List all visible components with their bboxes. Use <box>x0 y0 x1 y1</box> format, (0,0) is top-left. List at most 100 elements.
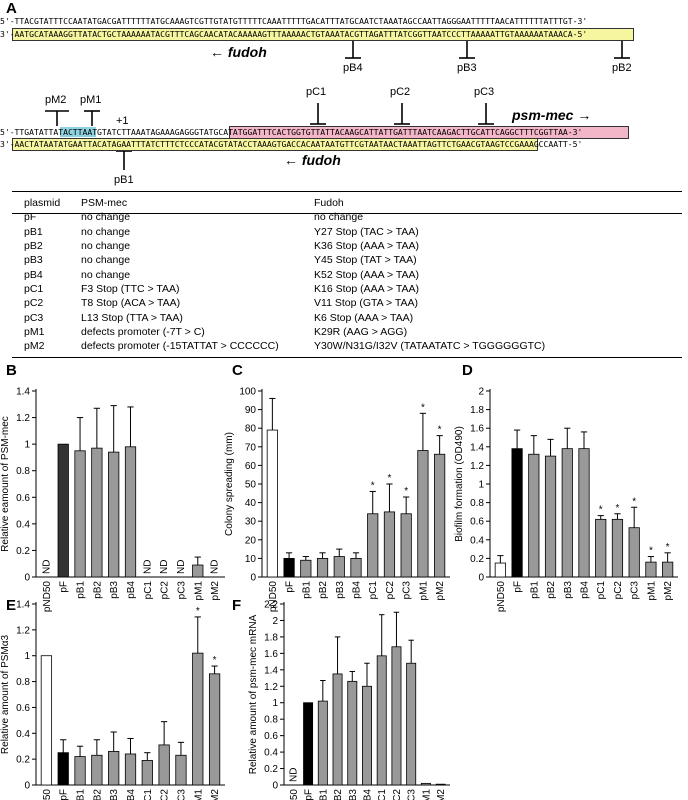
x-tick-label: pND50 <box>42 789 53 800</box>
significance-mark: * <box>196 606 200 617</box>
x-tick-label: pB4 <box>126 581 137 599</box>
marker-label-pb1: pB1 <box>114 174 134 186</box>
y-tick-label: 2 <box>272 616 278 627</box>
table-row: pC2 T8 Stop (ACA > TAA) V11 Stop (GTA > TA… <box>24 296 545 310</box>
significance-mark: * <box>213 655 217 666</box>
x-tick-label: pB1 <box>529 581 540 599</box>
y-axis-label: Colony spreading (mm) <box>224 432 235 536</box>
x-tick-label: pM1 <box>193 789 204 800</box>
table-cell: pM1 <box>24 325 45 338</box>
table-cell: no change <box>81 254 131 267</box>
psm-mec-label: psm-mec → <box>512 107 592 123</box>
panel-letter-b: B <box>6 362 17 379</box>
bar-pM1 <box>645 561 657 578</box>
x-tick-label: pM1 <box>646 581 657 601</box>
table-cell: pF <box>24 211 37 224</box>
table-row: pB4 no change K52 Stop (AAA > TAA) <box>24 267 545 281</box>
significance-mark: * <box>599 505 603 516</box>
y-tick-label: 2 <box>478 387 484 398</box>
header-fudoh: Fudoh <box>314 197 344 210</box>
y-tick-label: 0.8 <box>16 677 30 688</box>
y-tick-label: 1 <box>272 698 278 709</box>
nd-label: ND <box>288 768 299 782</box>
bar-pC2 <box>611 518 624 578</box>
x-tick-label: pB4 <box>580 581 591 599</box>
bar-pC3 <box>400 513 412 578</box>
y-tick-label: 0 <box>24 573 30 584</box>
bar-pB4 <box>124 753 137 786</box>
table-cell: pC2 <box>24 297 44 310</box>
table-cell: no change <box>81 211 131 224</box>
x-tick-label: pB1 <box>301 581 312 599</box>
x-tick-label: pB4 <box>352 581 363 599</box>
y-tick-label: 80 <box>245 424 257 435</box>
bar-pF <box>57 752 69 786</box>
marker-label-pc3: pC3 <box>474 86 495 98</box>
marker-label-pb4: pB4 <box>343 62 363 74</box>
y-tick-label: 1.8 <box>470 405 484 416</box>
table-cell: L13 Stop (TTA > TAA) <box>81 311 183 324</box>
x-tick-label: pC3 <box>176 789 187 800</box>
bar-pND50 <box>40 655 53 786</box>
bar-pC2 <box>383 511 396 578</box>
x-tick-label: pND50 <box>496 581 507 613</box>
y-axis-label: Relative eamount of PSM-mec <box>0 416 11 552</box>
x-tick-label: pM2 <box>210 581 221 601</box>
panel-a-markers <box>45 41 630 170</box>
table-cell: K36 Stop (AAA > TAA) <box>314 240 419 253</box>
x-tick-label: pC3 <box>630 581 641 600</box>
table-cell: no change <box>81 268 131 281</box>
bar-pM1 <box>192 564 204 578</box>
table-cell: defects promoter (-15TATTAT > CCCCCC) <box>81 340 279 353</box>
x-tick-label: pB3 <box>109 789 120 800</box>
fudoh-highlight-2 <box>12 138 538 151</box>
y-tick-label: 0.2 <box>264 764 278 775</box>
x-tick-label: pC3 <box>176 581 187 600</box>
panel-letter-e: E <box>6 597 16 614</box>
x-tick-label: pF <box>285 581 296 593</box>
y-tick-label: 90 <box>245 405 257 416</box>
table-header-rule <box>12 213 682 214</box>
y-tick-label: 30 <box>245 517 257 528</box>
table-cell: pB3 <box>24 254 43 267</box>
bar-pB2 <box>91 447 103 578</box>
bar-pB1 <box>74 450 86 578</box>
bar-pM2 <box>434 453 446 578</box>
bar-pB3 <box>561 448 573 578</box>
table-cell: pC3 <box>24 311 44 324</box>
fudoh-label-2: ← fudoh <box>284 152 341 168</box>
x-tick-label: pB2 <box>546 581 557 599</box>
bar-pM1 <box>420 782 431 786</box>
table-cell: pM2 <box>24 340 45 353</box>
bar-pB3 <box>347 680 358 786</box>
promoter-highlight <box>60 127 96 137</box>
table-top-rule <box>12 191 682 192</box>
table-cell: K16 Stop (AAA > TAA) <box>314 282 419 295</box>
x-tick-label: pC1 <box>143 581 154 600</box>
bar-pM1 <box>192 652 204 786</box>
bar-pF <box>303 702 314 786</box>
table-header-row: plasmid PSM-mec Fudoh <box>24 196 545 210</box>
table-cell: Y45 Stop (TAT > TAA) <box>314 254 417 267</box>
panel-letter-a: A <box>6 0 17 17</box>
panel-letter-d: D <box>462 362 473 379</box>
x-tick-label: pC1 <box>143 789 154 800</box>
bar-pB1 <box>528 453 540 578</box>
table-row: pM1 defects promoter (-7T > C) K29R (AAG >… <box>24 325 545 339</box>
x-tick-label: pC3 <box>407 789 418 800</box>
bar-pND50 <box>266 429 278 578</box>
bar-pC2 <box>158 744 170 786</box>
table-cell: Y30W/N31G/I32V (TATAATATC > TGGGGGGTC) <box>314 340 546 353</box>
y-tick-label: 0.4 <box>264 748 278 759</box>
table-cell: pB2 <box>24 240 43 253</box>
x-tick-label: pB4 <box>363 789 374 800</box>
y-tick-label: 1.2 <box>16 625 30 636</box>
table-cell: no change <box>81 240 131 253</box>
bar-pC1 <box>367 513 379 578</box>
table-cell: pC1 <box>24 282 44 295</box>
marker-label-pm2: pM2 <box>45 94 67 106</box>
significance-mark: * <box>421 402 425 413</box>
table-cell: K6 Stop (AAA > TAA) <box>314 311 414 324</box>
bar-pC2 <box>391 646 402 786</box>
table-cell: T8 Stop (ACA > TAA) <box>81 297 181 310</box>
